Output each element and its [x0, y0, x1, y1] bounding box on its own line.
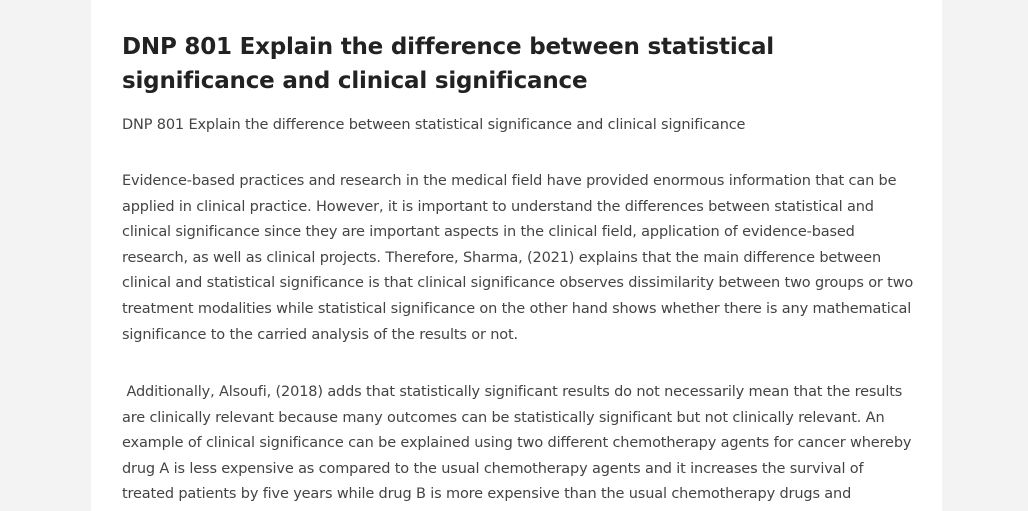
article-page: DNP 801 Explain the difference between s… [91, 0, 942, 511]
article-paragraph: Additionally, Alsoufi, (2018) adds that … [122, 384, 912, 503]
article-paragraph: Evidence-based practices and research in… [122, 173, 918, 343]
article-subtitle: DNP 801 Explain the difference between s… [122, 117, 746, 133]
article-title: DNP 801 Explain the difference between s… [122, 34, 774, 94]
